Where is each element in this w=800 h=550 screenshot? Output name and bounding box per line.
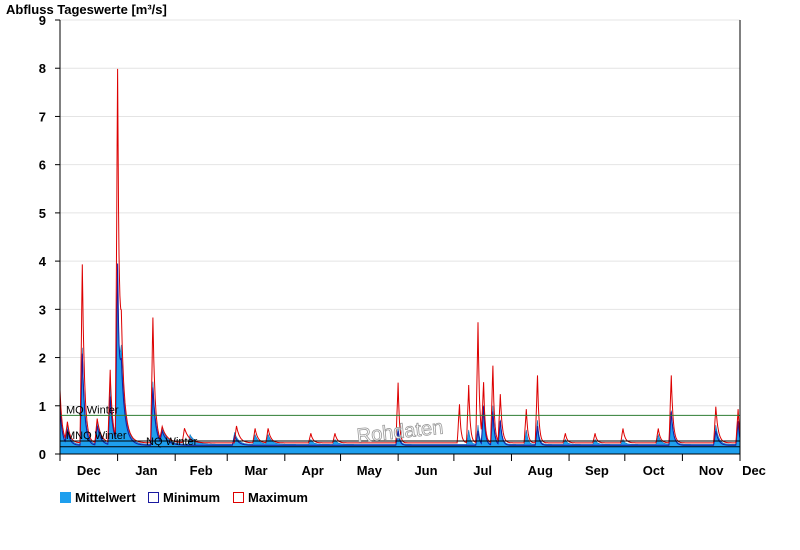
x-tick-label: Dec: [742, 463, 766, 478]
legend: Mittelwert Minimum Maximum: [60, 490, 308, 505]
y-tick-label: 5: [39, 206, 46, 221]
y-tick-label: 6: [39, 158, 46, 173]
x-tick-label: Jul: [473, 463, 492, 478]
legend-swatch: [60, 492, 71, 503]
series-mittelwert-area: [59, 271, 741, 455]
ref-line-label: NQ Winter: [146, 436, 198, 448]
series-maximum-line: [59, 68, 741, 444]
ref-line-label: MNQ Winter: [66, 430, 127, 442]
y-tick-label: 7: [39, 109, 46, 124]
x-tick-label: Nov: [699, 463, 724, 478]
x-tick-label: Aug: [528, 463, 553, 478]
y-tick-label: 3: [39, 302, 46, 317]
y-tick-label: 1: [39, 399, 46, 414]
x-tick-label: Jan: [135, 463, 157, 478]
x-tick-label: Sep: [585, 463, 609, 478]
y-tick-label: 0: [39, 447, 46, 462]
y-tick-label: 2: [39, 351, 46, 366]
x-tick-label: Oct: [643, 463, 665, 478]
x-tick-label: Jun: [414, 463, 437, 478]
x-tick-label: Feb: [190, 463, 213, 478]
reference-lines: MQ Winter MNQ Winter NQ Winter: [60, 404, 740, 448]
y-axis-labels: 0 1 2 3 4 5 6 7 8 9: [39, 13, 47, 462]
y-tick-label: 4: [39, 254, 47, 269]
y-tick-label: 8: [39, 61, 46, 76]
legend-swatch: [148, 492, 159, 503]
series-minimum-line: [59, 263, 741, 446]
axes: [55, 19, 741, 461]
chart-title: Abfluss Tageswerte [m³/s]: [6, 2, 167, 17]
x-tick-label: Apr: [301, 463, 323, 478]
legend-label: Mittelwert: [75, 490, 136, 505]
x-axis-labels: Dec Jan Feb Mar Apr May Jun Jul Aug Sep Oct Nov Dec: [77, 463, 766, 478]
legend-label: Minimum: [163, 490, 220, 505]
x-tick-label: Dec: [77, 463, 101, 478]
x-tick-label: Mar: [244, 463, 267, 478]
grid-lines: [60, 19, 740, 407]
ref-line-label: MQ Winter: [66, 404, 119, 416]
x-tick-label: May: [357, 463, 383, 478]
y-tick-label: 9: [39, 13, 46, 28]
legend-swatch: [233, 492, 244, 503]
legend-label: Maximum: [248, 490, 308, 505]
